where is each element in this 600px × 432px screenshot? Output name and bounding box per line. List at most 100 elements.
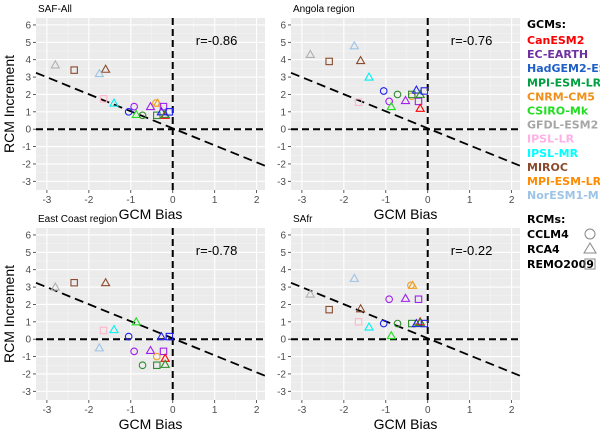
x-tick-label: -2	[339, 405, 348, 416]
point-mpi-esm-lr-cclm4	[138, 111, 147, 120]
legend-gcm-item: CanESM2	[527, 34, 584, 47]
point-ec-earth-rca4	[400, 293, 411, 302]
point-ec-earth-cclm4	[385, 295, 393, 304]
point-csiro-mk-rca4	[386, 330, 397, 340]
y-tick-label: -2	[22, 159, 31, 170]
correlation-label: r=-0.78	[196, 243, 238, 258]
x-tick-label: -2	[84, 195, 93, 206]
x-axis-label: GCM Bias	[119, 206, 183, 222]
point-ipsl-mr-rca4	[109, 324, 119, 334]
x-tick-label: -2	[339, 195, 348, 206]
y-tick-label: 5	[25, 248, 31, 259]
x-tick-label: 2	[254, 405, 260, 416]
plot-background	[36, 18, 265, 190]
legend-gcm-item: MPI-ESM-LR	[527, 76, 600, 89]
plot-background	[36, 228, 265, 400]
legend-rcm-item: RCA4	[527, 243, 560, 256]
point-hadgem2-es-cclm4	[379, 319, 388, 328]
y-tick-label: -3	[277, 177, 286, 188]
point-mpi-esm-lr-rca4	[415, 317, 426, 327]
y-tick-label: 0	[280, 335, 286, 346]
point-ec-earth-rca4	[400, 95, 411, 105]
legend-rcm-item: REMO2009	[527, 258, 594, 271]
point-ec-earth-cclm4	[130, 347, 138, 356]
point-ec-earth-rca4	[145, 101, 156, 111]
legend-gcm-item: MPI-ESM-LR	[527, 175, 600, 188]
y-tick-label: 2	[280, 300, 286, 311]
x-tick-label: -1	[381, 195, 390, 206]
panel-east-coast-region: -3 -2 -1 0 1 2 -3 -2 -1 0 1 2 3 4 5 6 East Coast region r…	[1, 214, 266, 432]
point-hadgem2-es-rca4	[156, 106, 167, 116]
y-tick-label: 3	[25, 73, 31, 84]
point-ipsl-lr-remo2009	[354, 98, 363, 107]
x-axis-label: GCM Bias	[119, 416, 183, 432]
point-ec-earth-remo2009	[414, 295, 423, 303]
point-gfdl-esm2-rca4	[50, 59, 61, 69]
y-tick-label: 0	[280, 125, 286, 136]
point-miroc-rca4	[100, 277, 111, 287]
x-axis-label: GCM Bias	[374, 206, 438, 222]
y-tick-label: 2	[25, 90, 31, 101]
point-canesm2-rca4	[415, 103, 426, 112]
point-ec-earth-cclm4	[385, 97, 393, 106]
legend: GCMs:CanESM2EC-EARTHHadGEM2-ESMPI-ESM-LR…	[527, 18, 600, 271]
panel-title: SAF-All	[38, 4, 72, 15]
circle-icon	[584, 228, 596, 240]
point-miroc-remo2009	[70, 278, 78, 287]
y-tick-label: 0	[25, 125, 31, 136]
y-axis-label: RCM Increment	[1, 265, 17, 363]
point-ec-earth-rca4	[145, 345, 156, 355]
point-hadgem2-es-rca4	[411, 318, 422, 328]
point-mpi-esm-lr-rca4	[160, 359, 171, 368]
y-tick-label: -3	[22, 177, 31, 188]
y-tick-label: 4	[280, 265, 286, 276]
x-tick-label: 1	[467, 195, 473, 206]
x-tick-label: -2	[84, 405, 93, 416]
y-tick-label: 5	[280, 248, 286, 259]
point-mpi-esm-lr-cclm4	[393, 319, 402, 328]
y-tick-label: -1	[22, 142, 31, 153]
y-tick-label: 4	[25, 265, 31, 276]
point-ipsl-lr-remo2009	[354, 318, 363, 326]
panel-saf-all: -3 -2 -1 0 1 2 -3 -2 -1 0 1 2 3 4 5 6 SAF-All r=-0.86 GCM …	[1, 4, 266, 222]
point-csiro-mk-rca4	[386, 101, 397, 111]
point-cnrm-cm5-cclm4	[152, 352, 161, 361]
y-tick-label: 6	[280, 230, 286, 241]
point-miroc-rca4	[355, 303, 366, 313]
y-tick-label: 6	[25, 20, 31, 31]
point-gfdl-esm2-rca4	[305, 49, 316, 59]
point-hadgem2-es-remo2009	[165, 332, 174, 341]
x-tick-label: -3	[297, 195, 306, 206]
point-ipsl-lr-remo2009	[99, 95, 108, 103]
x-tick-label: 0	[170, 405, 176, 416]
point-noresm1-m-rca4	[349, 40, 360, 50]
legend-gcm-item: MIROC	[527, 161, 568, 174]
point-hadgem2-es-rca4	[156, 331, 167, 341]
point-noresm1-m-rca4	[94, 68, 105, 78]
point-ec-earth-remo2009	[159, 347, 168, 356]
y-tick-label: 4	[25, 55, 31, 66]
y-tick-label: -3	[277, 387, 286, 398]
x-tick-label: 1	[212, 405, 218, 416]
x-tick-label: -3	[42, 195, 51, 206]
point-ipsl-lr-remo2009	[99, 326, 108, 335]
x-tick-label: -1	[381, 405, 390, 416]
point-hadgem2-es-cclm4	[124, 332, 133, 341]
point-ec-earth-remo2009	[414, 97, 423, 106]
x-tick-label: 2	[509, 405, 515, 416]
y-tick-label: -3	[22, 387, 31, 398]
y-tick-label: -2	[277, 159, 286, 170]
y-tick-label: 5	[280, 38, 286, 49]
point-ipsl-mr-rca4	[109, 98, 119, 107]
y-tick-label: 1	[280, 107, 286, 118]
point-miroc-remo2009	[325, 305, 333, 314]
point-mpi-esm-lr-cclm4	[138, 361, 147, 370]
point-csiro-mk-rca4	[131, 316, 142, 326]
panel-title: East Coast region	[38, 214, 118, 225]
y-tick-label: -2	[22, 369, 31, 380]
legend-gcm-item: HadGEM2-ES	[527, 62, 600, 75]
correlation-label: r=-0.22	[451, 243, 493, 258]
point-ec-earth-cclm4	[130, 102, 138, 111]
x-tick-label: 1	[212, 195, 218, 206]
x-tick-label: -1	[126, 195, 135, 206]
